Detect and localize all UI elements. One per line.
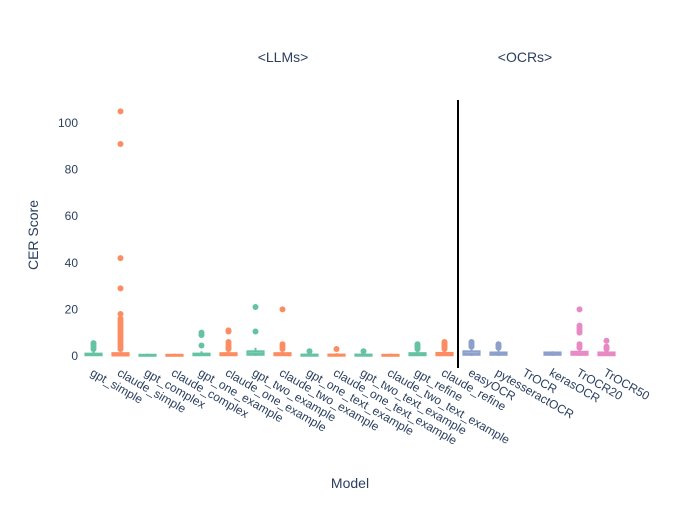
outlier <box>576 306 583 313</box>
outlier <box>306 348 313 355</box>
outlier <box>198 342 205 349</box>
y-tick-label: 0 <box>71 349 78 363</box>
outlier <box>252 304 259 311</box>
outlier <box>117 255 124 262</box>
y-tick-label: 80 <box>65 163 79 177</box>
outlier <box>117 315 124 322</box>
outlier <box>117 108 124 115</box>
outlier <box>117 311 124 318</box>
annotation: <OCRs> <box>498 49 552 65</box>
outlier <box>90 340 97 347</box>
y-axis-title: CER Score <box>25 200 41 270</box>
annotation: <LLMs> <box>258 49 309 65</box>
outlier <box>576 341 583 348</box>
outlier <box>468 338 475 345</box>
y-tick-label: 40 <box>65 256 79 270</box>
y-tick-label: 60 <box>65 209 79 223</box>
outlier <box>117 285 124 292</box>
outlier <box>576 322 583 329</box>
outlier <box>441 338 448 345</box>
x-axis-title: Model <box>331 475 369 491</box>
outlier <box>414 341 421 348</box>
outlier <box>360 348 367 355</box>
y-tick-label: 100 <box>58 116 78 130</box>
outlier <box>279 341 286 348</box>
outlier <box>279 306 286 313</box>
outlier <box>603 343 610 350</box>
outlier <box>495 341 502 348</box>
outlier <box>117 140 124 147</box>
y-tick-label: 20 <box>65 302 79 316</box>
outlier <box>225 338 232 345</box>
outlier <box>333 345 340 352</box>
outlier <box>225 327 232 334</box>
outlier <box>198 329 205 336</box>
outlier <box>252 328 259 335</box>
outlier <box>603 337 610 344</box>
